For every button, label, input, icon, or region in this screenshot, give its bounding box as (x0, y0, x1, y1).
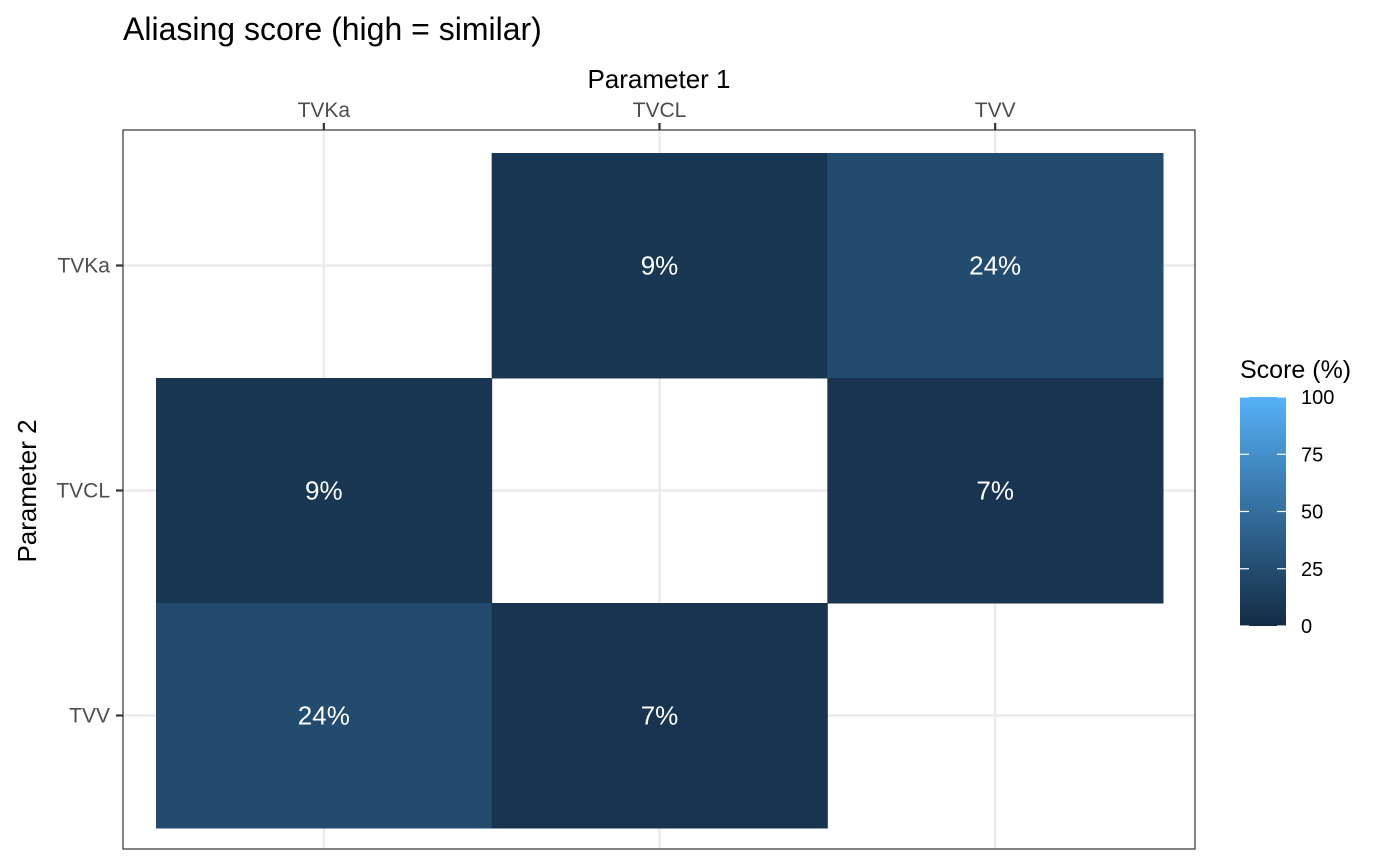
legend-title: Score (%) (1240, 356, 1351, 384)
cell-label-tvka-tvcl: 9% (305, 476, 343, 506)
x-tick-label-tvcl: TVCL (633, 99, 687, 122)
legend-tick-label-0: 0 (1301, 616, 1312, 638)
x-tick-label-tvka: TVKa (298, 99, 351, 122)
heatmap-cell-tvka-tvcl (156, 378, 493, 604)
heatmap-cell-tvv-tvka (827, 153, 1164, 379)
cell-labels: 9% 24% 9% 7% 24% 7% (298, 251, 1021, 731)
x-tick-label-tvv: TVV (975, 99, 1016, 122)
legend-tick-label-50: 50 (1301, 502, 1323, 524)
heatmap-cell-tvcl-tvka (491, 153, 828, 379)
y-axis: TVKa TVCL TVV (56, 255, 123, 728)
legend-tick-label-75: 75 (1301, 444, 1323, 466)
x-axis: TVKa TVCL TVV (298, 99, 1016, 130)
y-tick-label-tvv: TVV (69, 705, 110, 728)
heatmap-cell-tvka-tvv (156, 603, 493, 829)
heatmap-cell-tvv-tvcl (827, 378, 1164, 604)
chart-title: Aliasing score (high = similar) (123, 11, 542, 47)
heatmap-cells (156, 153, 1164, 829)
y-tick-label-tvka: TVKa (57, 255, 110, 278)
legend-tick-label-100: 100 (1301, 387, 1334, 409)
legend: Score (%) 100 75 50 25 0 (1240, 356, 1351, 638)
y-axis-title: Parameter 2 (12, 419, 42, 562)
cell-label-tvv-tvcl: 7% (976, 476, 1014, 506)
legend-ticks: 100 75 50 25 0 (1240, 387, 1334, 638)
cell-label-tvcl-tvka: 9% (641, 251, 679, 281)
cell-label-tvka-tvv: 24% (298, 701, 350, 731)
x-axis-title: Parameter 1 (587, 64, 730, 94)
heatmap-cell-tvcl-tvv (491, 603, 828, 829)
legend-tick-label-25: 25 (1301, 559, 1323, 581)
cell-label-tvcl-tvv: 7% (641, 701, 679, 731)
cell-label-tvv-tvka: 24% (969, 251, 1021, 281)
y-tick-label-tvcl: TVCL (56, 480, 110, 503)
